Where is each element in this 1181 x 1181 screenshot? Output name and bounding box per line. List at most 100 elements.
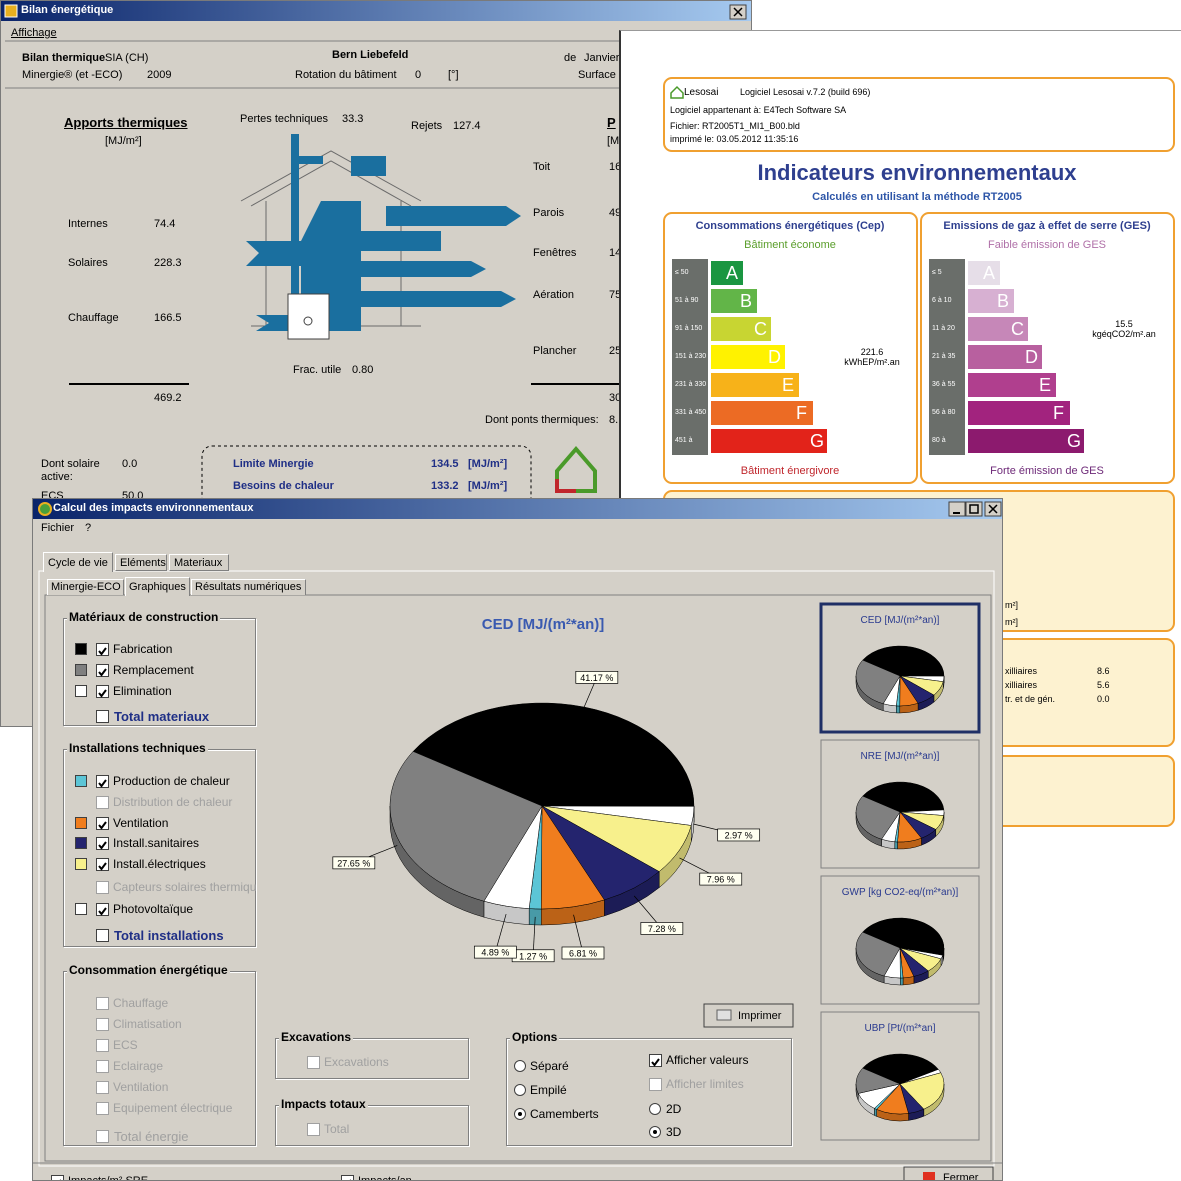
option-label[interactable]: Empilé bbox=[530, 1083, 567, 1097]
item-label[interactable]: Install.électriques bbox=[113, 857, 206, 871]
checkbox[interactable] bbox=[341, 1175, 354, 1180]
range-label: 231 à 330 bbox=[675, 381, 707, 388]
item-label[interactable]: Install.sanitaires bbox=[113, 836, 200, 850]
checkbox[interactable] bbox=[96, 710, 109, 723]
range-label: 56 à 80 bbox=[932, 409, 956, 416]
subtab[interactable] bbox=[125, 577, 190, 596]
label: 134.5 bbox=[431, 458, 459, 470]
subtab[interactable] bbox=[47, 579, 124, 595]
label: Parois bbox=[533, 207, 565, 219]
subtab-label[interactable]: Résultats numériques bbox=[195, 581, 302, 593]
item-label[interactable]: Production de chaleur bbox=[113, 774, 230, 788]
thumbnail-title: UBP [Pt/(m²*an] bbox=[864, 1023, 936, 1034]
option-label[interactable]: 3D bbox=[666, 1125, 682, 1139]
radio-button[interactable] bbox=[649, 1126, 661, 1138]
value-label: 27.65 % bbox=[337, 858, 370, 868]
class-bar bbox=[968, 289, 1014, 313]
checkbox[interactable] bbox=[96, 643, 109, 656]
label: Solaires bbox=[68, 257, 108, 269]
label: Pertes techniques bbox=[240, 113, 329, 125]
option-label[interactable]: 2D bbox=[666, 1102, 682, 1116]
checkbox[interactable] bbox=[96, 817, 109, 830]
button-label[interactable]: Imprimer bbox=[738, 1010, 782, 1022]
option-label[interactable]: Afficher valeurs bbox=[666, 1053, 749, 1067]
checkbox[interactable] bbox=[96, 929, 109, 942]
checkbox[interactable] bbox=[96, 664, 109, 677]
menu-item[interactable]: Fichier bbox=[41, 522, 75, 534]
pie-slice bbox=[855, 1067, 901, 1094]
value-label: 41.17 % bbox=[580, 673, 613, 683]
check-mark bbox=[98, 862, 107, 871]
checkbox[interactable] bbox=[96, 837, 109, 850]
class-letter: E bbox=[1039, 375, 1052, 395]
check-mark bbox=[98, 668, 107, 677]
check-mark bbox=[651, 1058, 660, 1067]
item-label[interactable]: Ventilation bbox=[113, 816, 169, 830]
subtab[interactable] bbox=[191, 579, 306, 595]
logo-text: Lesosai bbox=[684, 87, 719, 98]
radio-button[interactable] bbox=[514, 1060, 526, 1072]
tab-label[interactable]: Materiaux bbox=[174, 557, 223, 569]
tab[interactable] bbox=[43, 552, 113, 572]
tab[interactable] bbox=[169, 554, 229, 571]
radio-button[interactable] bbox=[514, 1108, 526, 1120]
option-label[interactable]: Séparé bbox=[530, 1059, 569, 1073]
tab-label[interactable]: Cycle de vie bbox=[48, 557, 108, 569]
class-bar bbox=[711, 317, 771, 341]
menu-item[interactable]: Affichage bbox=[11, 27, 57, 39]
class-bar bbox=[968, 317, 1028, 341]
total-label[interactable]: Total installations bbox=[114, 928, 224, 943]
label: 14 bbox=[609, 247, 622, 259]
value-label: 4.89 % bbox=[481, 948, 509, 958]
label: imprimé le: 03.05.2012 11:35:16 bbox=[670, 134, 799, 144]
class-bar bbox=[711, 429, 827, 453]
label-title: Emissions de gaz à effet de serre (GES) bbox=[943, 220, 1151, 232]
value-label: 1.27 % bbox=[519, 951, 547, 961]
report-subtitle: Calculés en utilisant la méthode RT2005 bbox=[812, 191, 1022, 203]
class-letter: F bbox=[796, 403, 807, 423]
class-letter: C bbox=[1011, 319, 1024, 339]
label: Bilan thermique bbox=[22, 52, 106, 64]
checkbox[interactable] bbox=[96, 775, 109, 788]
value-label-box bbox=[575, 671, 619, 684]
class-bar bbox=[711, 345, 785, 369]
item-label[interactable]: Remplacement bbox=[113, 663, 194, 677]
tab[interactable] bbox=[115, 554, 167, 571]
item-label[interactable]: Photovoltaïque bbox=[113, 902, 194, 916]
checkbox[interactable] bbox=[96, 685, 109, 698]
maximize-button[interactable] bbox=[965, 501, 983, 517]
item-label[interactable]: Fabrication bbox=[113, 642, 173, 656]
checkbox[interactable] bbox=[96, 858, 109, 871]
total-label[interactable]: Total materiaux bbox=[114, 709, 210, 724]
tab-label[interactable]: Eléments bbox=[120, 557, 166, 569]
subtab-label[interactable]: Minergie-ECO bbox=[51, 581, 121, 593]
checkbox bbox=[649, 1078, 662, 1091]
footer-label[interactable]: Impacts/m² SRE bbox=[68, 1175, 149, 1181]
radio-button[interactable] bbox=[649, 1103, 661, 1115]
option-label[interactable]: Camemberts bbox=[530, 1107, 599, 1121]
check-mark bbox=[98, 821, 107, 830]
checkbox[interactable] bbox=[649, 1054, 662, 1067]
radio-button[interactable] bbox=[514, 1084, 526, 1096]
impacts-window: Calcul des impacts environnementaux 41.1… bbox=[32, 498, 1003, 1181]
checkbox[interactable] bbox=[96, 903, 109, 916]
footer-label[interactable]: Impacts/an bbox=[358, 1175, 412, 1181]
menu-item[interactable]: ? bbox=[85, 522, 92, 534]
flow bbox=[291, 156, 323, 164]
title-bar: Bilan énergétique bbox=[1, 1, 751, 21]
check-mark bbox=[98, 862, 107, 871]
item-label[interactable]: Elimination bbox=[113, 684, 172, 698]
label: Chauffage bbox=[68, 312, 119, 324]
check-mark bbox=[98, 668, 107, 677]
minergie-logo bbox=[555, 479, 576, 493]
label: Minergie® (et -ECO) bbox=[22, 69, 123, 81]
range-column bbox=[929, 259, 965, 455]
item-label: Climatisation bbox=[113, 1017, 182, 1031]
checkbox[interactable] bbox=[51, 1175, 64, 1180]
class-letter: A bbox=[983, 263, 996, 283]
item-label: Chauffage bbox=[113, 996, 169, 1010]
subtab-label[interactable]: Graphiques bbox=[129, 581, 186, 593]
leader-line bbox=[532, 916, 536, 956]
label: Rotation du bâtiment bbox=[295, 69, 397, 81]
button-label[interactable]: Fermer bbox=[943, 1172, 979, 1181]
